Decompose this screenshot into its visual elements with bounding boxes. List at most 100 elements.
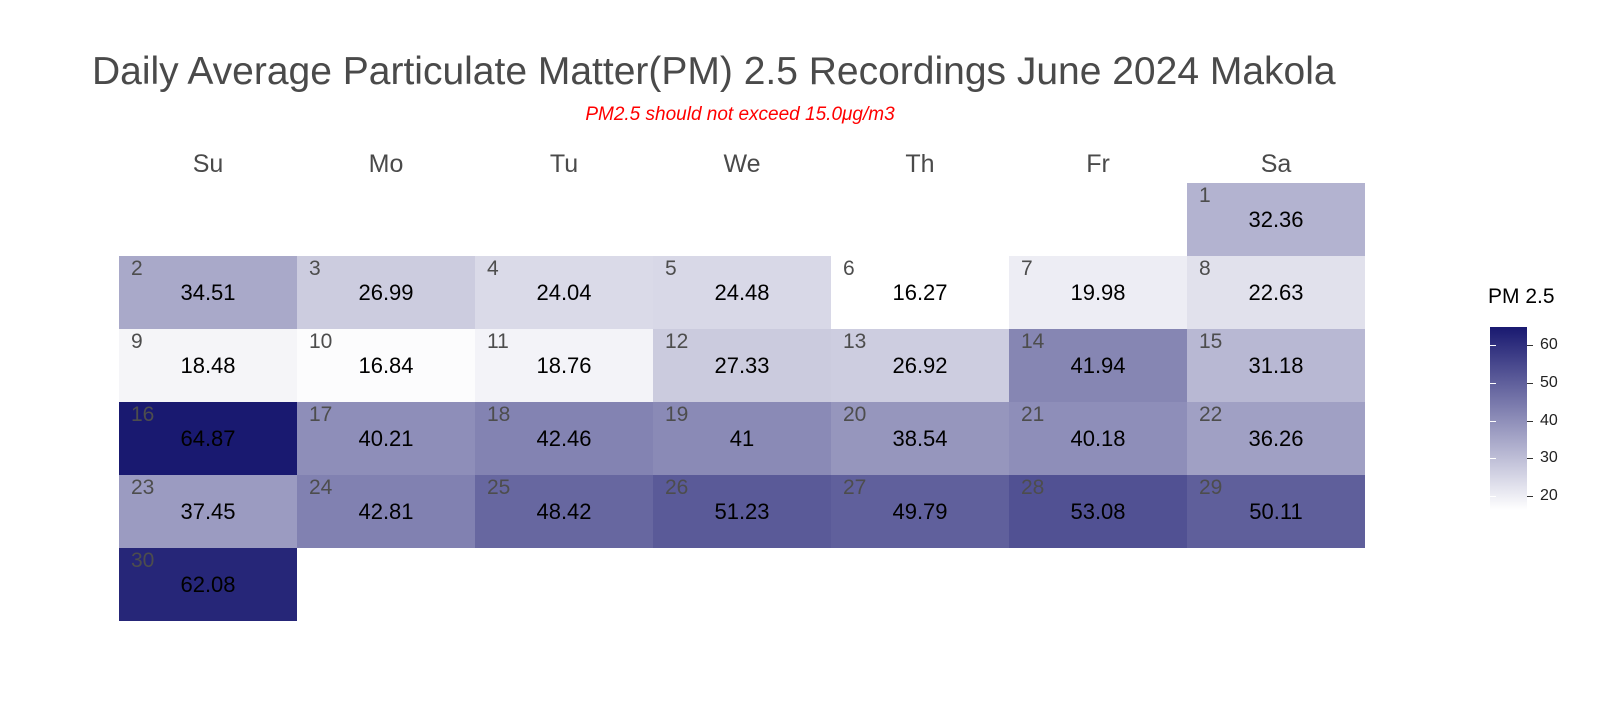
day-cell: 9 18.48 bbox=[119, 329, 297, 402]
legend-tick-mark bbox=[1490, 345, 1496, 347]
pm25-value-label: 50.11 bbox=[1249, 499, 1303, 524]
day-number: 9 bbox=[131, 330, 143, 353]
pm25-value-label: 51.23 bbox=[714, 499, 770, 524]
day-cell: 23 37.45 bbox=[119, 475, 297, 548]
day-cell: 19 41 bbox=[653, 402, 831, 475]
day-cell: 14 41.94 bbox=[1009, 329, 1187, 402]
legend-tick-label: 40 bbox=[1540, 411, 1558, 429]
day-cell: 5 24.48 bbox=[653, 256, 831, 329]
day-number: 28 bbox=[1021, 476, 1045, 499]
weekday-label-tu: Tu bbox=[549, 150, 579, 178]
pm25-value-label: 42.46 bbox=[536, 426, 592, 451]
day-cell: 28 53.08 bbox=[1009, 475, 1187, 548]
day-cell: 26 51.23 bbox=[653, 475, 831, 548]
day-number: 19 bbox=[665, 403, 689, 426]
legend-title: PM 2.5 bbox=[1488, 285, 1555, 308]
day-number: 27 bbox=[843, 476, 867, 499]
day-number: 13 bbox=[843, 330, 867, 353]
legend-color-bar bbox=[1490, 327, 1527, 510]
pm25-value-label: 18.76 bbox=[536, 353, 592, 378]
pm25-value-label: 53.08 bbox=[1070, 499, 1126, 524]
day-cell: 2 34.51 bbox=[119, 256, 297, 329]
pm25-value-label: 42.81 bbox=[358, 499, 414, 524]
day-cell: 15 31.18 bbox=[1187, 329, 1365, 402]
weekday-label-fr: Fr bbox=[1086, 150, 1110, 178]
day-cell: 21 40.18 bbox=[1009, 402, 1187, 475]
day-cell: 30 62.08 bbox=[119, 548, 297, 621]
weekday-label-mo: Mo bbox=[368, 150, 404, 178]
day-number: 12 bbox=[665, 330, 689, 353]
day-cell: 22 36.26 bbox=[1187, 402, 1365, 475]
pm25-value-label: 40.21 bbox=[358, 426, 414, 451]
day-cell: 3 26.99 bbox=[297, 256, 475, 329]
pm25-value-label: 32.36 bbox=[1248, 207, 1304, 232]
legend-tick-mark bbox=[1527, 420, 1533, 422]
day-cell: 16 64.87 bbox=[119, 402, 297, 475]
day-number: 25 bbox=[487, 476, 511, 499]
day-cell: 29 50.11 bbox=[1187, 475, 1365, 548]
day-cell: 1 32.36 bbox=[1187, 183, 1365, 256]
pm25-value-label: 24.48 bbox=[714, 280, 770, 305]
legend-tick-label: 60 bbox=[1540, 336, 1558, 354]
weekday-label-sa: Sa bbox=[1260, 150, 1292, 178]
day-cell: 4 24.04 bbox=[475, 256, 653, 329]
pm25-value-label: 24.04 bbox=[536, 280, 592, 305]
pm25-value-label: 38.54 bbox=[892, 426, 948, 451]
pm25-value-label: 62.08 bbox=[180, 572, 236, 597]
pm25-value-label: 19.98 bbox=[1070, 280, 1126, 305]
day-cell: 7 19.98 bbox=[1009, 256, 1187, 329]
legend-tick-label: 50 bbox=[1540, 373, 1558, 391]
pm25-value-label: 49.79 bbox=[892, 499, 948, 524]
day-number: 8 bbox=[1199, 257, 1211, 280]
day-number: 24 bbox=[309, 476, 333, 499]
day-number: 11 bbox=[487, 330, 509, 353]
pm25-value-label: 37.45 bbox=[180, 499, 236, 524]
legend-tick-mark bbox=[1490, 382, 1496, 384]
day-number: 26 bbox=[665, 476, 689, 499]
pm25-value-label: 22.63 bbox=[1248, 280, 1304, 305]
pm25-value-label: 34.51 bbox=[180, 280, 236, 305]
pm25-value-label: 41.94 bbox=[1070, 353, 1126, 378]
day-number: 10 bbox=[309, 330, 333, 353]
pm25-value-label: 64.87 bbox=[180, 426, 236, 451]
chart-title: Daily Average Particulate Matter(PM) 2.5… bbox=[92, 50, 1336, 93]
day-number: 23 bbox=[131, 476, 155, 499]
day-number: 15 bbox=[1199, 330, 1223, 353]
pm25-value-label: 27.33 bbox=[714, 353, 770, 378]
day-number: 21 bbox=[1021, 403, 1045, 426]
weekday-label-we: We bbox=[723, 150, 761, 178]
day-number: 17 bbox=[309, 403, 333, 426]
chart-subtitle: PM2.5 should not exceed 15.0μg/m3 bbox=[585, 104, 895, 125]
day-cell: 25 48.42 bbox=[475, 475, 653, 548]
weekday-label-su: Su bbox=[192, 150, 224, 178]
day-number: 22 bbox=[1199, 403, 1223, 426]
day-number: 30 bbox=[131, 549, 155, 572]
pm25-value-label: 16.27 bbox=[892, 280, 948, 305]
pm25-value-label: 16.84 bbox=[358, 353, 414, 378]
pm25-value-label: 40.18 bbox=[1070, 426, 1126, 451]
day-number: 20 bbox=[843, 403, 867, 426]
day-number: 18 bbox=[487, 403, 511, 426]
pm25-value-label: 36.26 bbox=[1248, 426, 1304, 451]
legend-tick-label: 20 bbox=[1540, 486, 1558, 504]
legend-tick-mark bbox=[1527, 382, 1533, 384]
pm25-value-label: 48.42 bbox=[536, 499, 592, 524]
legend-tick-mark bbox=[1490, 458, 1496, 460]
day-cell: 17 40.21 bbox=[297, 402, 475, 475]
day-number: 7 bbox=[1021, 257, 1033, 280]
day-cell: 20 38.54 bbox=[831, 402, 1009, 475]
day-number: 29 bbox=[1199, 476, 1223, 499]
legend-tick-mark bbox=[1527, 345, 1533, 347]
day-cell: 11 18.76 bbox=[475, 329, 653, 402]
day-number: 2 bbox=[131, 257, 143, 280]
day-cell: 8 22.63 bbox=[1187, 256, 1365, 329]
day-number: 3 bbox=[309, 257, 321, 280]
pm25-value-label: 41 bbox=[729, 426, 755, 451]
pm25-value-label: 26.99 bbox=[358, 280, 414, 305]
legend-tick-label: 30 bbox=[1540, 449, 1558, 467]
legend-tick-mark bbox=[1490, 420, 1496, 422]
day-cell: 12 27.33 bbox=[653, 329, 831, 402]
day-number: 14 bbox=[1021, 330, 1045, 353]
day-number: 1 bbox=[1199, 184, 1211, 207]
legend-tick-mark bbox=[1527, 495, 1533, 497]
